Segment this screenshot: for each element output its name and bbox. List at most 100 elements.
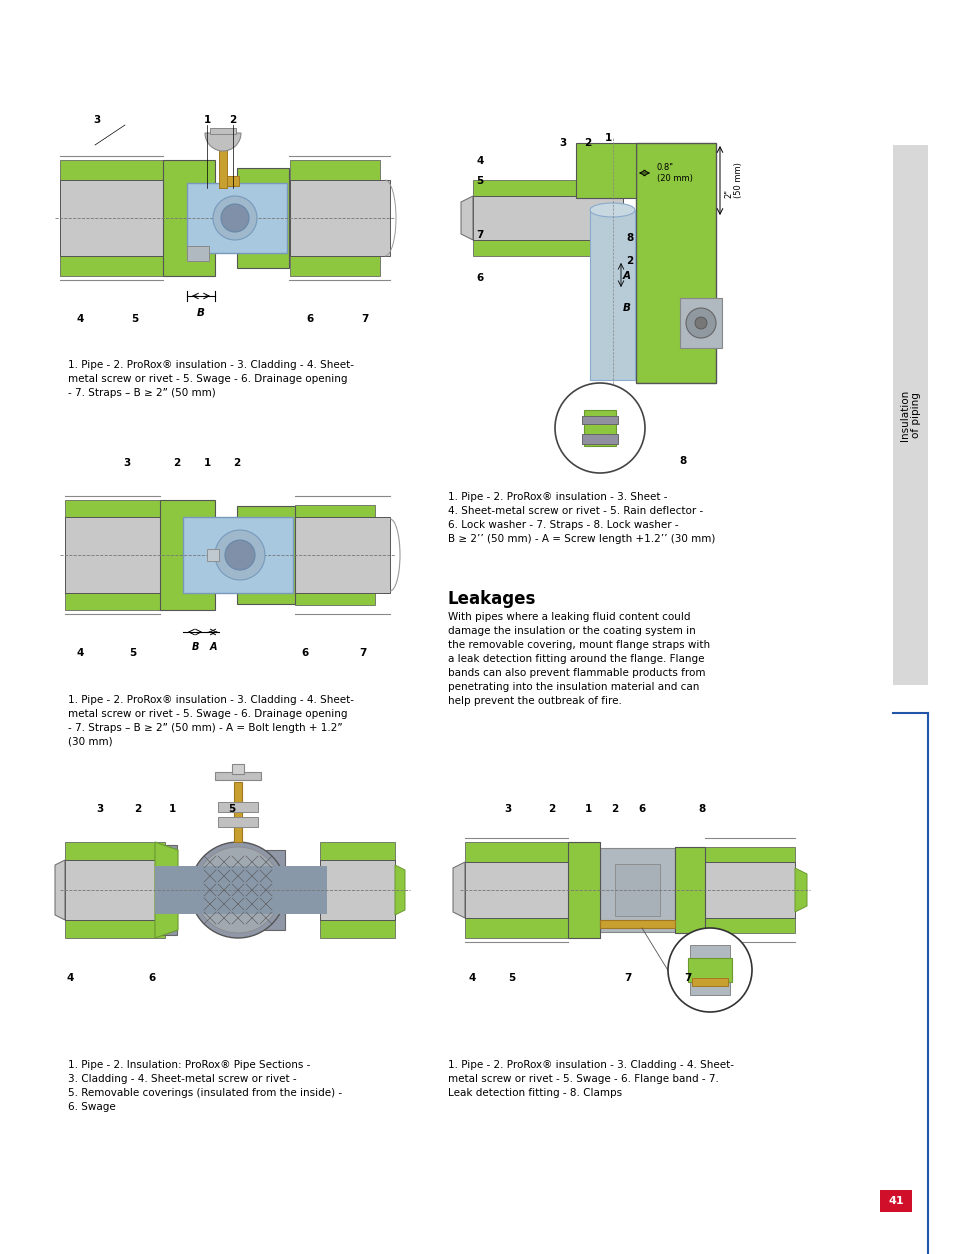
Text: help prevent the outbreak of fire.: help prevent the outbreak of fire.	[448, 696, 621, 706]
Text: 5. Removable coverings (insulated from the inside) -: 5. Removable coverings (insulated from t…	[68, 1088, 342, 1099]
Text: 0.8"
(20 mm): 0.8" (20 mm)	[657, 163, 692, 183]
Text: 2: 2	[173, 458, 180, 468]
Text: 5: 5	[130, 648, 136, 658]
Text: 2: 2	[134, 804, 141, 814]
Bar	[464, 841, 599, 938]
Circle shape	[190, 841, 286, 938]
Polygon shape	[154, 841, 178, 938]
Bar	[218, 818, 257, 826]
Bar	[689, 946, 729, 994]
Bar	[464, 861, 599, 918]
Bar	[218, 803, 257, 813]
Text: 1: 1	[604, 133, 611, 143]
Text: 6: 6	[476, 273, 483, 283]
Bar	[599, 848, 675, 932]
Bar	[163, 161, 214, 276]
Bar	[576, 143, 636, 198]
Bar	[581, 434, 618, 444]
Text: 3: 3	[93, 115, 100, 125]
Bar	[207, 549, 219, 561]
Text: 4. Sheet-metal screw or rivet - 5. Rain deflector -: 4. Sheet-metal screw or rivet - 5. Rain …	[448, 507, 702, 515]
Text: 6. Swage: 6. Swage	[68, 1102, 115, 1112]
Text: 6: 6	[306, 314, 314, 324]
Text: 1: 1	[203, 458, 211, 468]
Bar	[65, 860, 154, 920]
Text: 6: 6	[638, 804, 645, 814]
Bar	[294, 517, 390, 593]
Polygon shape	[453, 861, 464, 918]
Bar	[290, 161, 379, 276]
Text: 7: 7	[623, 973, 631, 983]
Bar	[219, 133, 227, 188]
Bar	[636, 143, 716, 382]
Bar	[679, 298, 721, 349]
Text: B: B	[192, 642, 198, 652]
Text: 2: 2	[548, 804, 555, 814]
Text: - 7. Straps – B ≥ 2” (50 mm) - A = Bolt length + 1.2”: - 7. Straps – B ≥ 2” (50 mm) - A = Bolt …	[68, 724, 342, 734]
Text: B ≥ 2’’ (50 mm) - A = Screw length +1.2’’ (30 mm): B ≥ 2’’ (50 mm) - A = Screw length +1.2’…	[448, 534, 715, 544]
Text: 3: 3	[96, 804, 104, 814]
Bar	[210, 128, 235, 134]
Text: 3: 3	[123, 458, 131, 468]
Bar	[233, 782, 242, 841]
Text: metal screw or rivet - 5. Swage - 6. Flange band - 7.: metal screw or rivet - 5. Swage - 6. Fla…	[448, 1073, 719, 1083]
Ellipse shape	[589, 203, 635, 217]
Circle shape	[214, 530, 265, 581]
Text: 5: 5	[508, 973, 515, 983]
Wedge shape	[205, 133, 241, 150]
Circle shape	[555, 382, 644, 473]
Bar	[319, 860, 395, 920]
Bar	[223, 176, 239, 186]
Bar	[154, 845, 177, 935]
Text: B: B	[622, 303, 630, 314]
Text: 41: 41	[887, 1196, 902, 1206]
Text: 3. Cladding - 4. Sheet-metal screw or rivet -: 3. Cladding - 4. Sheet-metal screw or ri…	[68, 1073, 296, 1083]
Bar	[567, 841, 599, 938]
Text: 2"
(50 mm): 2" (50 mm)	[723, 162, 742, 198]
Text: 1: 1	[584, 804, 591, 814]
Bar	[236, 507, 294, 604]
Polygon shape	[395, 865, 405, 915]
Bar	[473, 181, 622, 256]
Text: 3: 3	[504, 804, 511, 814]
Text: 7: 7	[683, 973, 691, 983]
Bar	[65, 517, 180, 593]
Text: Leak detection fitting - 8. Clamps: Leak detection fitting - 8. Clamps	[448, 1088, 621, 1099]
Text: 1. Pipe - 2. ProRox® insulation - 3. Cladding - 4. Sheet-: 1. Pipe - 2. ProRox® insulation - 3. Cla…	[68, 695, 354, 705]
Text: 6: 6	[149, 973, 155, 983]
Bar	[581, 416, 618, 424]
Bar	[60, 161, 185, 276]
Circle shape	[194, 846, 281, 933]
Text: Insulation
of piping: Insulation of piping	[899, 390, 921, 440]
Text: 2: 2	[233, 458, 240, 468]
Bar	[583, 410, 616, 446]
Text: 6: 6	[301, 648, 309, 658]
Text: 1: 1	[168, 804, 175, 814]
Text: Leakages: Leakages	[448, 589, 536, 608]
Text: a leak detection fitting around the flange. Flange: a leak detection fitting around the flan…	[448, 655, 703, 665]
Bar	[187, 246, 209, 261]
Polygon shape	[460, 196, 473, 240]
Bar	[892, 145, 927, 685]
Text: 8: 8	[698, 804, 705, 814]
Text: penetrating into the insulation material and can: penetrating into the insulation material…	[448, 682, 699, 692]
Bar	[319, 860, 395, 920]
Bar	[599, 920, 675, 928]
Bar	[160, 500, 214, 609]
Bar	[65, 860, 154, 920]
Bar	[687, 958, 731, 982]
Text: bands can also prevent flammable products from: bands can also prevent flammable product…	[448, 668, 705, 678]
Bar	[65, 841, 165, 938]
Bar	[214, 772, 261, 780]
Text: 2: 2	[229, 115, 236, 125]
Text: 5: 5	[132, 314, 138, 324]
Bar	[589, 209, 635, 380]
Bar	[294, 505, 375, 604]
Bar	[236, 168, 289, 268]
Text: 4: 4	[67, 973, 73, 983]
Text: B: B	[197, 308, 205, 319]
Bar	[473, 196, 622, 240]
Bar	[691, 978, 727, 986]
Text: the removable covering, mount flange straps with: the removable covering, mount flange str…	[448, 640, 709, 650]
Bar	[154, 867, 327, 914]
